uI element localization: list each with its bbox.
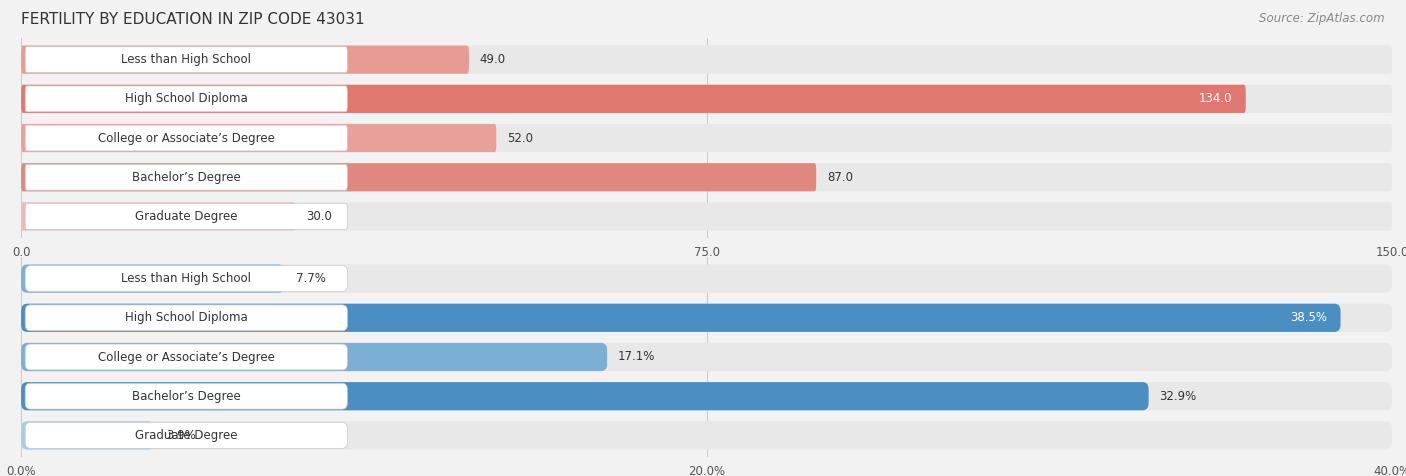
Text: Graduate Degree: Graduate Degree (135, 210, 238, 223)
FancyBboxPatch shape (25, 86, 347, 112)
FancyBboxPatch shape (21, 163, 817, 191)
FancyBboxPatch shape (25, 266, 347, 291)
Text: Less than High School: Less than High School (121, 272, 252, 285)
FancyBboxPatch shape (25, 383, 347, 409)
FancyBboxPatch shape (25, 204, 347, 229)
FancyBboxPatch shape (21, 382, 1149, 410)
FancyBboxPatch shape (21, 343, 1392, 371)
Text: 38.5%: 38.5% (1289, 311, 1327, 324)
Text: Bachelor’s Degree: Bachelor’s Degree (132, 171, 240, 184)
FancyBboxPatch shape (21, 46, 470, 74)
Text: High School Diploma: High School Diploma (125, 92, 247, 105)
FancyBboxPatch shape (25, 47, 347, 72)
FancyBboxPatch shape (25, 423, 347, 448)
Text: 7.7%: 7.7% (295, 272, 326, 285)
Text: 49.0: 49.0 (479, 53, 506, 66)
FancyBboxPatch shape (21, 163, 1392, 191)
Text: 17.1%: 17.1% (619, 350, 655, 364)
Text: FERTILITY BY EDUCATION IN ZIP CODE 43031: FERTILITY BY EDUCATION IN ZIP CODE 43031 (21, 12, 364, 27)
FancyBboxPatch shape (21, 265, 285, 293)
Text: Graduate Degree: Graduate Degree (135, 429, 238, 442)
FancyBboxPatch shape (21, 85, 1392, 113)
FancyBboxPatch shape (25, 344, 347, 370)
Text: 3.9%: 3.9% (166, 429, 195, 442)
Text: 52.0: 52.0 (508, 131, 533, 145)
FancyBboxPatch shape (21, 202, 295, 230)
FancyBboxPatch shape (21, 124, 1392, 152)
Text: High School Diploma: High School Diploma (125, 311, 247, 324)
FancyBboxPatch shape (21, 304, 1392, 332)
FancyBboxPatch shape (21, 343, 607, 371)
Text: College or Associate’s Degree: College or Associate’s Degree (98, 131, 274, 145)
Text: Bachelor’s Degree: Bachelor’s Degree (132, 390, 240, 403)
Text: 30.0: 30.0 (307, 210, 332, 223)
Text: 87.0: 87.0 (827, 171, 853, 184)
Text: College or Associate’s Degree: College or Associate’s Degree (98, 350, 274, 364)
FancyBboxPatch shape (21, 382, 1392, 410)
FancyBboxPatch shape (21, 46, 1392, 74)
FancyBboxPatch shape (25, 164, 347, 190)
Text: 32.9%: 32.9% (1160, 390, 1197, 403)
Text: Less than High School: Less than High School (121, 53, 252, 66)
FancyBboxPatch shape (21, 265, 1392, 293)
FancyBboxPatch shape (21, 421, 155, 449)
FancyBboxPatch shape (21, 202, 1392, 230)
FancyBboxPatch shape (21, 421, 1392, 449)
FancyBboxPatch shape (25, 305, 347, 331)
FancyBboxPatch shape (21, 85, 1246, 113)
Text: 134.0: 134.0 (1198, 92, 1232, 105)
FancyBboxPatch shape (25, 125, 347, 151)
FancyBboxPatch shape (21, 124, 496, 152)
Text: Source: ZipAtlas.com: Source: ZipAtlas.com (1260, 12, 1385, 25)
FancyBboxPatch shape (21, 304, 1340, 332)
